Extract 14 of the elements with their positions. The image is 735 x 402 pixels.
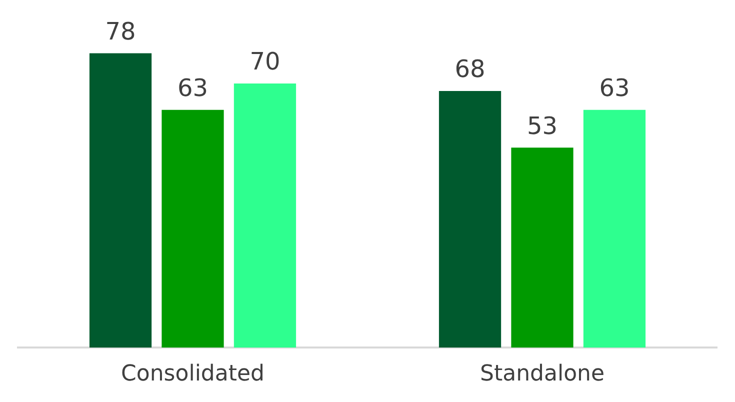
x-tick-label: Standalone [480, 362, 605, 387]
data-label: 63 [177, 74, 208, 102]
bar [511, 148, 574, 348]
x-tick-label: Consolidated [121, 362, 264, 387]
bar [89, 53, 152, 348]
bar [438, 91, 502, 348]
data-label: 63 [599, 74, 630, 102]
data-label: 68 [454, 55, 486, 84]
bar [583, 110, 646, 348]
bar [162, 110, 224, 348]
data-label: 70 [250, 48, 280, 76]
data-label: 78 [105, 18, 136, 46]
bar [234, 83, 296, 348]
data-label: 53 [526, 112, 558, 140]
